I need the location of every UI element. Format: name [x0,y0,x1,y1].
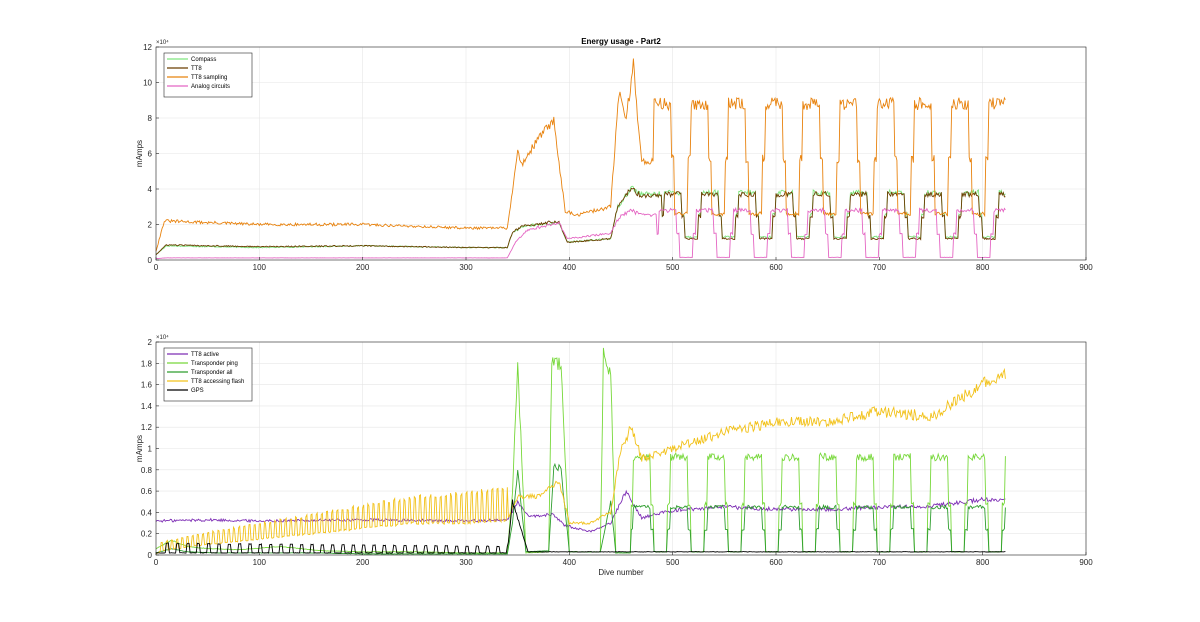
y-axis-label: mAmps [135,140,144,167]
x-tick-label: 300 [459,263,473,272]
x-tick-label: 400 [563,263,577,272]
legend-box [163,347,253,402]
x-tick-label: 700 [873,558,887,567]
y-tick-label: 8 [148,114,153,123]
legend: TT8 active Transponder ping Transponder al… [163,347,253,402]
x-tick-label: 600 [769,263,783,272]
y-tick-label: 4 [148,185,153,194]
y-tick-label: 1.2 [141,423,153,432]
series-line-tt8-active [155,489,1006,533]
series-line-gps [156,499,1006,554]
legend-label: Transponder ping [191,361,238,367]
y-tick-label: 0.8 [141,466,153,475]
legend-label: GPS [191,388,204,394]
y-axis-label: mAmps [135,435,144,462]
axes-top: 0 100 200 300 400 500 600 700 800 900 0 2 4 6 8 10 12 ×10… [135,37,1093,272]
y-exponent-label: ×10⁴ [156,39,169,46]
y-tick-label: 0 [148,256,153,265]
legend-label: Compass [191,57,216,63]
y-tick-label: 1.8 [141,359,153,368]
y-tick-label: 0 [148,551,153,560]
chart-title: Energy usage - Part2 [581,37,661,46]
y-tick-label: 2 [148,338,153,347]
axes-bottom: 0 100 200 300 400 500 600 700 800 900 0 0.2 0.4 0.6 0.… [135,334,1093,577]
x-tick-label: 800 [976,558,990,567]
y-exponent-label: ×10⁴ [156,334,169,341]
x-tick-label: 100 [253,263,267,272]
series-line-tt8-sampling [155,58,1006,252]
y-tick-label: 10 [143,79,152,88]
series-line-tt8 [155,187,1006,256]
y-tick-label: 1.6 [141,381,153,390]
x-axis-label: Dive number [598,568,644,577]
y-tick-label: 12 [143,43,152,52]
y-tick-label: 2 [148,221,153,230]
x-tick-label: 0 [154,263,159,272]
x-tick-label: 900 [1079,558,1093,567]
x-tick-label: 900 [1079,263,1093,272]
y-tick-label: 6 [148,150,153,159]
legend: Compass TT8 TT8 sampling Analog circuits [163,52,253,98]
legend-label: Transponder all [191,370,232,376]
x-tick-label: 300 [459,558,473,567]
y-tick-label: 0.4 [141,508,153,517]
y-tick-label: 1.4 [141,402,153,411]
series-line-analog-circuits [155,206,1006,260]
x-tick-label: 800 [976,263,990,272]
legend-box [163,52,253,98]
x-tick-label: 400 [563,558,577,567]
x-tick-label: 200 [356,263,370,272]
x-tick-label: 600 [769,558,783,567]
x-tick-label: 700 [873,263,887,272]
legend-label: TT8 [191,66,202,72]
x-tick-label: 100 [253,558,267,567]
legend-label: Analog circuits [191,84,230,90]
x-tick-label: 500 [666,263,680,272]
legend-label: TT8 sampling [191,75,227,81]
legend-label: TT8 active [191,352,220,358]
x-tick-label: 0 [154,558,159,567]
y-tick-label: 0.6 [141,487,153,496]
x-tick-label: 500 [666,558,680,567]
y-tick-label: 0.2 [141,530,153,539]
y-tick-label: 1 [148,445,153,454]
series-line-tt8-accessing-flash [155,367,1006,555]
legend-label: TT8 accessing flash [191,379,244,385]
x-tick-label: 200 [356,558,370,567]
